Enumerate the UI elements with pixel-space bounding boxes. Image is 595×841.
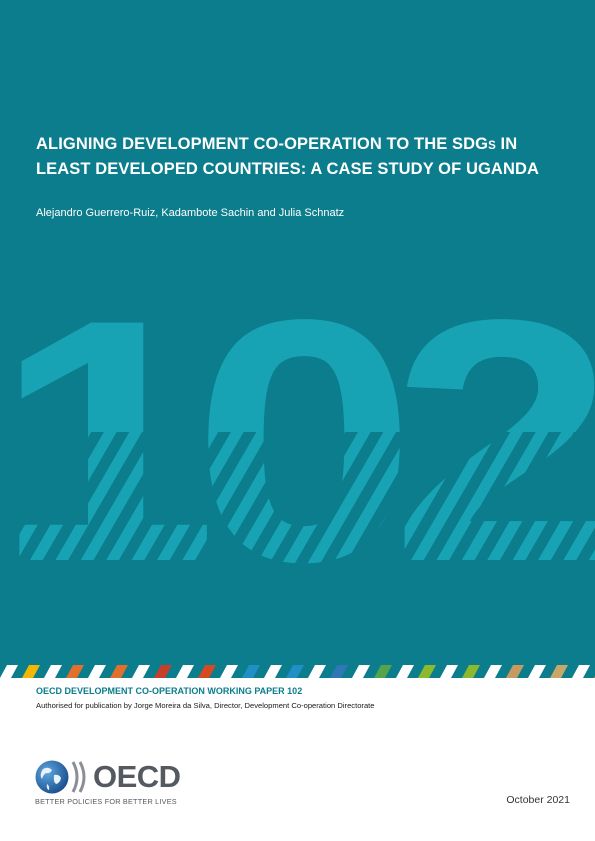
logo-wordmark: OECD: [93, 759, 181, 794]
stripe-segment: [440, 665, 458, 678]
arcs-icon: [71, 761, 86, 793]
stripe-segment: [154, 665, 172, 678]
stripe-segment: [220, 665, 238, 678]
stripe-segment: [418, 665, 436, 678]
publication-date: October 2021: [506, 794, 570, 806]
big-paper-number: 102 102: [0, 260, 595, 580]
stripe-segment: [0, 665, 18, 678]
color-stripe-band: [0, 665, 595, 678]
stripe-segment: [396, 665, 414, 678]
stripe-segment: [330, 665, 348, 678]
stripe-segment: [264, 665, 282, 678]
stripe-segment: [484, 665, 502, 678]
logo-tagline: BETTER POLICIES FOR BETTER LIVES: [35, 797, 177, 806]
series-title: OECD DEVELOPMENT CO-OPERATION WORKING PA…: [36, 686, 303, 696]
stripe-segment: [352, 665, 370, 678]
stripe-segment: [22, 665, 40, 678]
stripe-segment: [242, 665, 260, 678]
globe-icon: [35, 760, 69, 794]
cover-title: ALIGNING DEVELOPMENT CO-OPERATION TO THE…: [36, 133, 576, 181]
stripe-segment: [110, 665, 128, 678]
stripe-segment: [528, 665, 546, 678]
cover-panel: ALIGNING DEVELOPMENT CO-OPERATION TO THE…: [0, 0, 595, 665]
title-part1: ALIGNING DEVELOPMENT CO-OPERATION TO THE…: [36, 135, 489, 153]
stripe-segment: [374, 665, 392, 678]
stripe-segment: [506, 665, 524, 678]
stripe-segment: [176, 665, 194, 678]
stripe-segment: [286, 665, 304, 678]
stripe-segment: [462, 665, 480, 678]
stripe-segment: [198, 665, 216, 678]
authors: Alejandro Guerrero-Ruiz, Kadambote Sachi…: [36, 207, 345, 219]
title-part2: IN: [495, 135, 518, 153]
authorised-line: Authorised for publication by Jorge More…: [36, 701, 375, 710]
stripe-segment: [132, 665, 150, 678]
stripe-segment: [572, 665, 590, 678]
stripe-segment: [88, 665, 106, 678]
stripe-segment: [66, 665, 84, 678]
title-subscript: S: [488, 140, 496, 152]
stripe-segment: [44, 665, 62, 678]
oecd-logo[interactable]: OECD BETTER POLICIES FOR BETTER LIVES: [33, 757, 193, 807]
stripe-segment: [550, 665, 568, 678]
number-solid: 102: [0, 260, 595, 580]
stripe-segment: [308, 665, 326, 678]
number-striped: 102: [0, 260, 595, 580]
title-line2: LEAST DEVELOPED COUNTRIES: A CASE STUDY …: [36, 160, 539, 178]
